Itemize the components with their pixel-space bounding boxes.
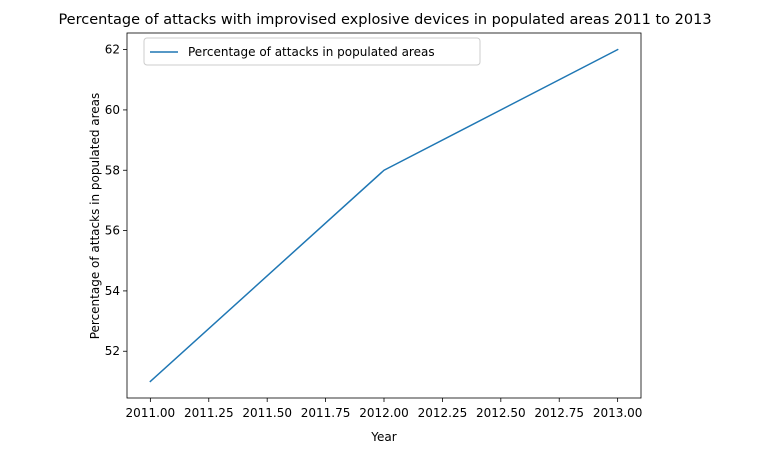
x-tick-label: 2011.25	[184, 406, 234, 420]
plot-background	[127, 33, 641, 398]
series-layer	[149, 48, 619, 383]
y-tick-label: 54	[105, 284, 120, 298]
legend-box	[143, 37, 481, 66]
x-axis-label: Year	[370, 430, 396, 444]
y-tick-label: 60	[105, 103, 120, 117]
y-tick-label: 52	[105, 344, 120, 358]
x-axis-ticks: 2011.00 2011.25 2011.50 2011.75 2012.00 2012.…	[126, 398, 643, 420]
x-tick-label: 2012.25	[418, 406, 468, 420]
x-tick-label: 2012.75	[534, 406, 584, 420]
x-tick-label: 2012.00	[359, 406, 409, 420]
y-tick-label: 58	[105, 163, 120, 177]
plot-area	[127, 33, 641, 398]
y-axis-label: Percentage of attacks in populated areas	[88, 93, 102, 340]
x-tick-label: 2013.00	[593, 406, 643, 420]
chart-title: Percentage of attacks with improvised ex…	[58, 12, 711, 28]
plot-frame	[126, 32, 642, 399]
y-axis-ticks: 52 54 56 58 60 62	[105, 43, 127, 358]
x-tick-label: 2011.00	[126, 406, 176, 420]
y-tick-label: 62	[105, 43, 120, 57]
legend-label: Percentage of attacks in populated areas	[188, 45, 435, 59]
x-tick-label: 2011.75	[301, 406, 351, 420]
y-tick-label: 56	[105, 224, 120, 238]
x-tick-label: 2012.50	[476, 406, 526, 420]
legend: Percentage of attacks in populated areas	[143, 37, 481, 66]
series-line	[149, 48, 619, 383]
x-tick-label: 2011.50	[242, 406, 292, 420]
